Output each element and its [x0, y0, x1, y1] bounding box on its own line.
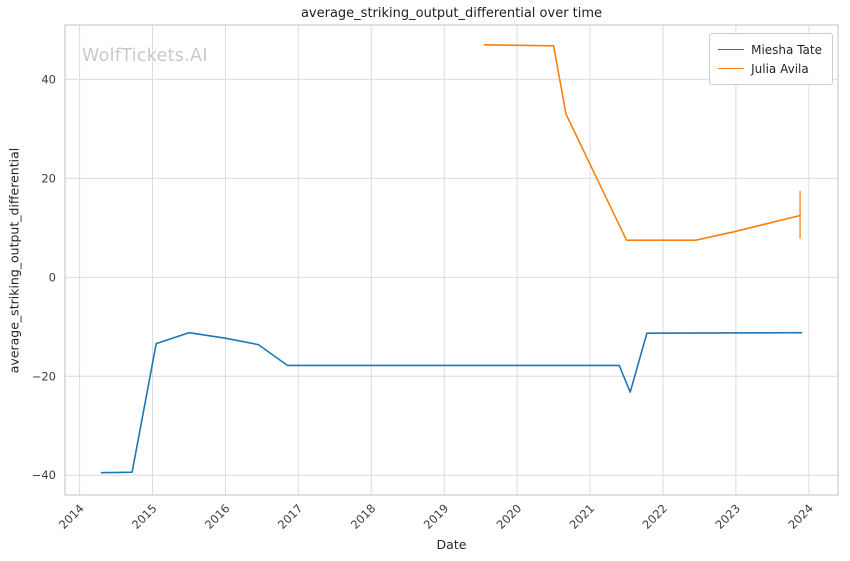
y-tick-label: −20	[32, 369, 56, 383]
legend-entry-miesha-tate: Miesha Tate	[718, 40, 822, 59]
y-tick-label: −40	[32, 468, 56, 482]
x-tick-label: 2016	[202, 501, 233, 532]
watermark: WolfTickets.AI	[82, 46, 208, 66]
chart-title: average_striking_output_differential ove…	[300, 6, 603, 21]
legend-label-miesha-tate: Miesha Tate	[751, 42, 822, 57]
y-axis-label: average_striking_output_differential	[6, 147, 22, 374]
x-tick-label: 2017	[275, 501, 306, 532]
legend: Miesha Tate Julia Avila	[709, 33, 833, 85]
legend-entry-julia-avila: Julia Avila	[718, 59, 822, 78]
x-tick-label: 2020	[494, 501, 525, 532]
plot-border	[64, 24, 839, 496]
series-line-miesha-tate	[100, 331, 803, 474]
x-tick-label: 2019	[421, 501, 452, 532]
legend-line-swatch-miesha-tate	[718, 49, 745, 50]
legend-label-julia-avila: Julia Avila	[751, 61, 809, 76]
y-tick-label: 20	[41, 171, 56, 185]
x-tick-label: 2014	[56, 501, 87, 532]
x-tick-label: 2022	[639, 501, 670, 532]
y-tick-label: 0	[49, 270, 56, 284]
series-line-julia-avila	[483, 43, 801, 241]
x-axis-label: Date	[436, 537, 467, 552]
legend-line-swatch-julia-avila	[718, 68, 745, 69]
x-tick-label: 2021	[567, 501, 598, 532]
x-tick-label: 2015	[129, 501, 160, 532]
y-tick-label: 40	[41, 72, 56, 86]
x-tick-label: 2024	[785, 501, 816, 532]
x-tick-label: 2018	[348, 501, 379, 532]
x-tick-label: 2023	[712, 501, 743, 532]
